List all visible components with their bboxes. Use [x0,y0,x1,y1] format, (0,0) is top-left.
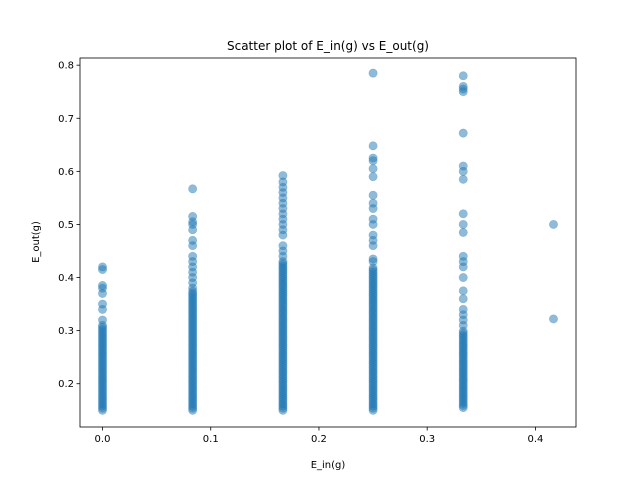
data-point [458,174,468,184]
y-tick-label: 0.2 [58,379,74,390]
y-tick-label: 0.7 [58,114,74,125]
data-point [458,81,468,91]
x-tick-label: 0.2 [311,434,327,445]
data-point [458,71,468,81]
data-point [188,235,198,245]
x-tick-label: 0.4 [527,434,543,445]
data-point [458,128,468,138]
data-point [98,315,108,325]
data-point [458,209,468,219]
x-tick-label: 0.3 [419,434,435,445]
data-point [278,171,288,181]
data-point [98,281,108,291]
x-axis: 0.0 0.1 0.2 0.3 0.4 [95,427,543,445]
y-tick-label: 0.6 [58,167,74,178]
y-axis: 0.2 0.3 0.4 0.5 0.6 0.7 0.8 [58,61,80,390]
data-point [98,299,108,309]
data-point [188,211,198,221]
y-tick-label: 0.3 [58,326,74,337]
data-point [368,190,378,200]
data-point [368,164,378,174]
data-point [458,273,468,283]
data-point [368,254,378,264]
data-point [458,286,468,296]
data-point [368,230,378,240]
x-tick-label: 0.1 [203,434,219,445]
data-point [368,172,378,182]
data-point [368,153,378,163]
data-point [188,184,198,194]
data-point [368,68,378,78]
data-point [458,304,468,314]
data-point [548,219,558,229]
data-point [368,141,378,151]
data-point [458,294,468,304]
data-point [278,241,288,251]
chart-title: Scatter plot of E_in(g) vs E_out(g) [227,39,429,53]
data-point [458,227,468,237]
data-point [458,219,468,229]
data-point [458,161,468,171]
data-point [368,198,378,208]
y-tick-label: 0.5 [58,220,74,231]
data-point [98,262,108,272]
y-tick-label: 0.8 [58,61,74,72]
data-point [458,251,468,261]
y-axis-label: E_out(g) [31,221,42,263]
x-axis-label: E_in(g) [311,460,346,471]
y-tick-label: 0.4 [58,273,74,284]
data-point [368,214,378,224]
x-tick-label: 0.0 [95,434,111,445]
plot-frame [79,57,577,428]
data-points [98,68,558,415]
data-point [548,314,558,324]
data-point [188,251,198,261]
